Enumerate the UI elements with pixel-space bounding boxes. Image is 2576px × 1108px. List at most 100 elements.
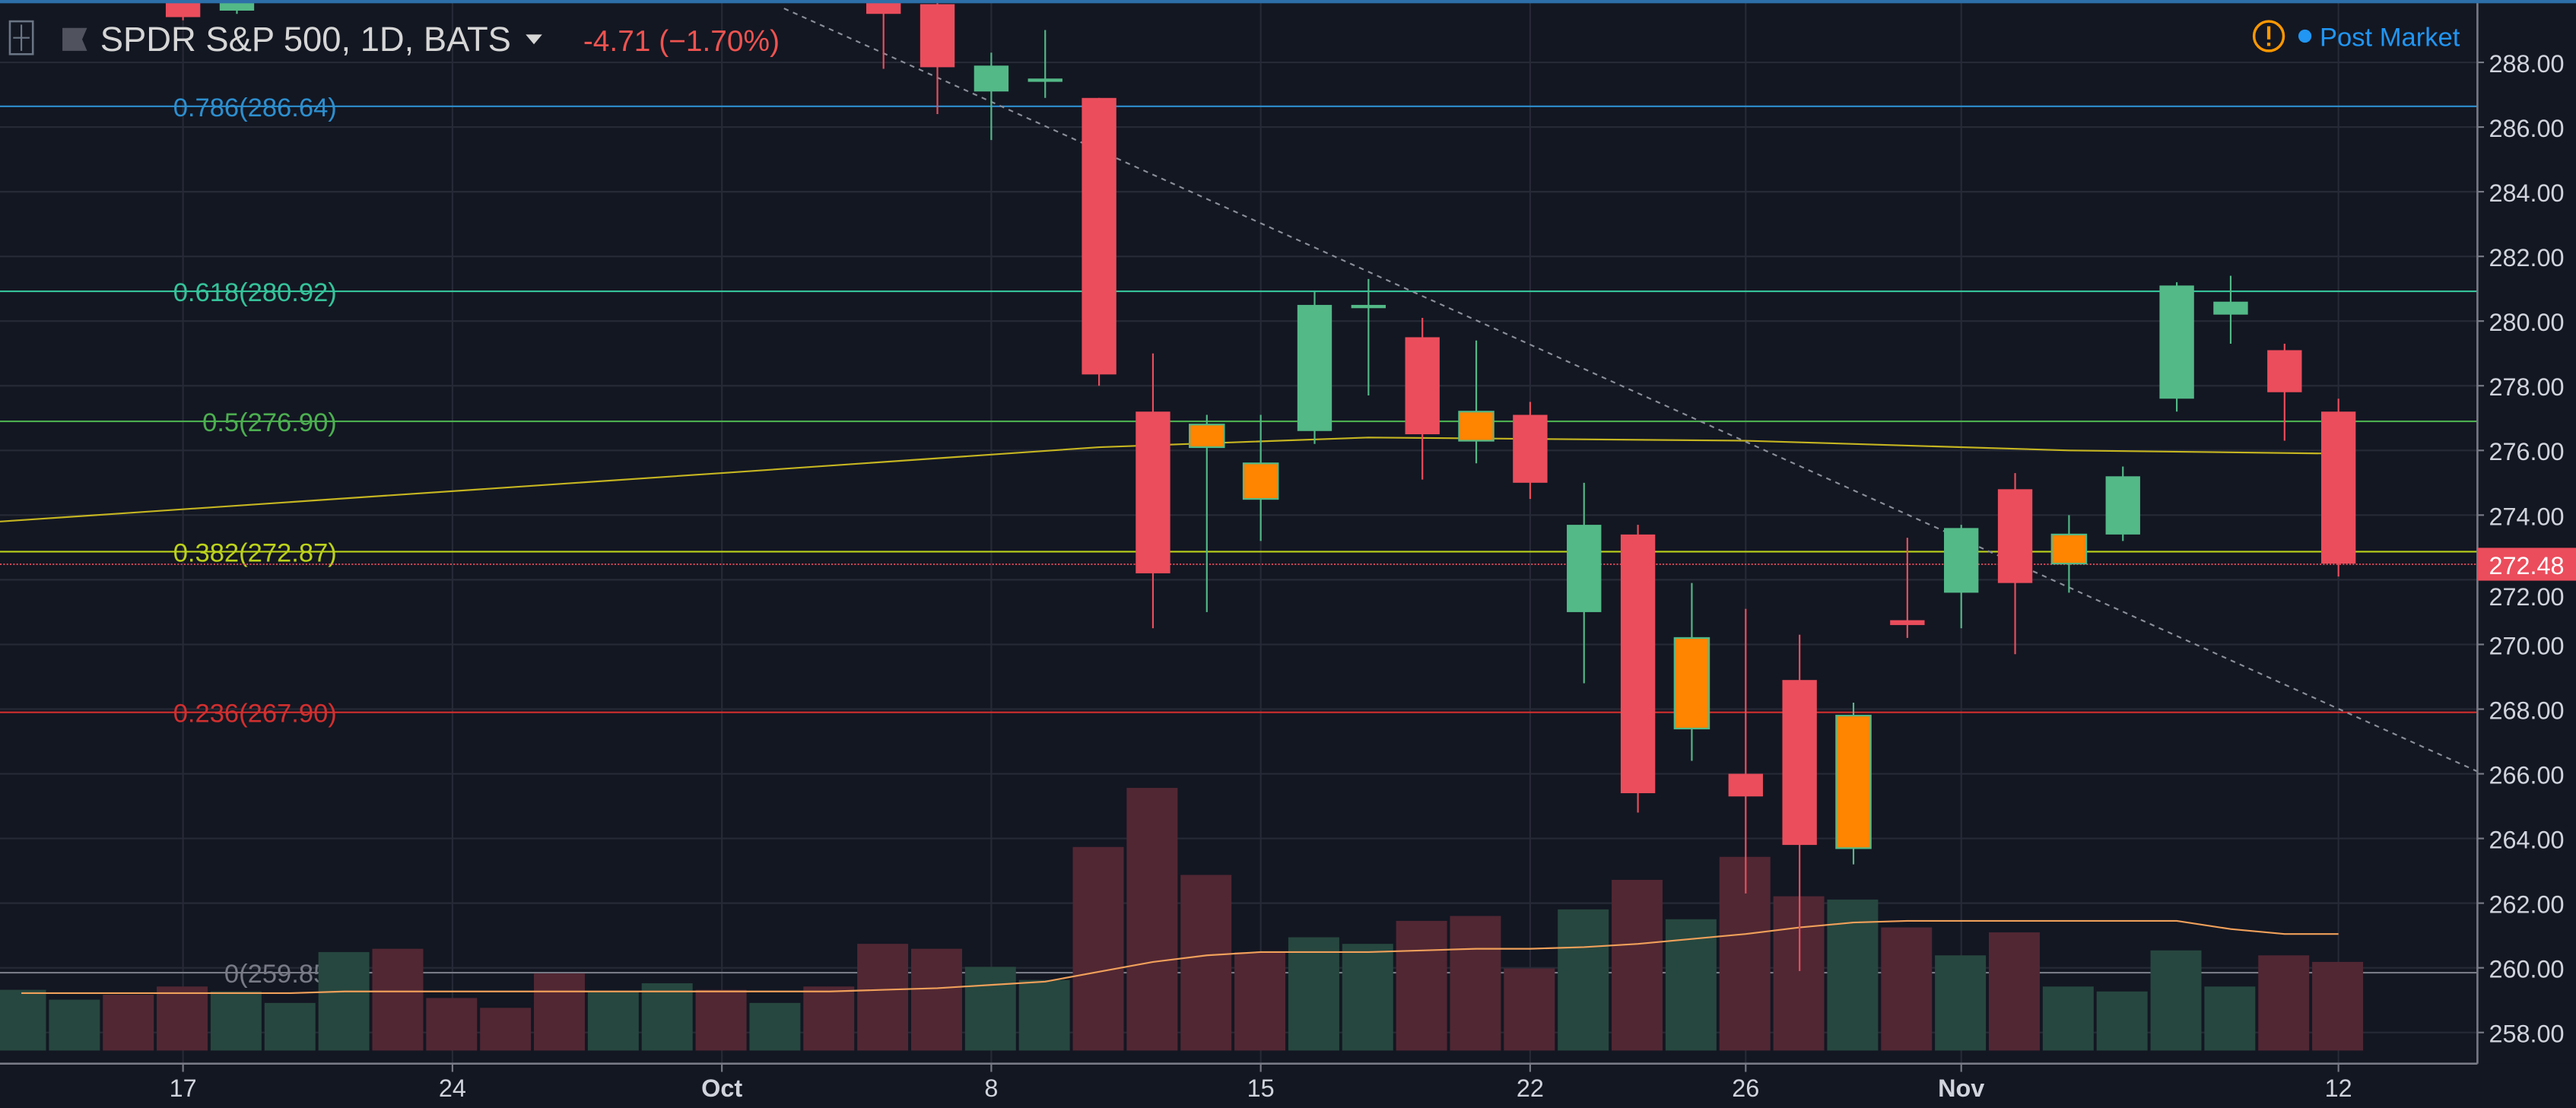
- volume-bar: [2258, 955, 2310, 1051]
- volume-bar: [857, 944, 909, 1051]
- volume-bar: [534, 973, 585, 1051]
- volume-bar: [587, 991, 639, 1051]
- symbol-title[interactable]: SPDR S&P 500, 1D, BATS: [100, 20, 511, 59]
- exclamation-circle-icon[interactable]: [2252, 20, 2285, 52]
- volume-bar: [1180, 875, 1232, 1051]
- volume-bar: [1504, 968, 1555, 1051]
- candle-body: [1620, 534, 1656, 794]
- indicator-lines: [0, 8, 2576, 994]
- volume-bar: [1450, 916, 1501, 1051]
- volume-ma-line: [21, 919, 2339, 994]
- volume-bar: [1988, 932, 2040, 1051]
- price-tick-label: 268.00: [2489, 697, 2565, 724]
- price-tick-label: 278.00: [2489, 373, 2565, 401]
- last-price-label: 272.48: [2489, 552, 2565, 579]
- volume-bar: [2204, 986, 2256, 1051]
- price-tick-label: 258.00: [2489, 1021, 2565, 1048]
- candle-body: [1673, 637, 1710, 730]
- price-tick-label: 288.00: [2489, 50, 2565, 78]
- volume-bar: [1126, 788, 1178, 1051]
- candle-body: [1567, 525, 1602, 612]
- volume-bar: [103, 995, 154, 1051]
- candle-body: [1513, 414, 1548, 483]
- time-tick-label: Oct: [701, 1075, 742, 1102]
- volume-bar: [318, 951, 370, 1051]
- volume-bar: [0, 989, 46, 1051]
- crosshair-icon[interactable]: [8, 20, 34, 56]
- volume-bar: [1935, 955, 1987, 1051]
- candle-body: [1890, 620, 1925, 625]
- volume-bar: [964, 967, 1016, 1051]
- fib-level-label: 0.382(272.87): [173, 538, 337, 567]
- price-tick-label: 266.00: [2489, 761, 2565, 789]
- exclamation-dot: [2266, 43, 2271, 46]
- volume-bar: [1612, 879, 1663, 1051]
- collapse-flag-icon[interactable]: [62, 27, 87, 51]
- volume-bar: [157, 986, 208, 1051]
- candle-body: [1728, 773, 1763, 797]
- time-tick-label: 26: [1732, 1075, 1759, 1102]
- candle-body: [2159, 285, 2194, 399]
- fib-level-label: 0.5(276.90): [202, 408, 337, 437]
- volume-bar: [803, 986, 855, 1051]
- candle-body: [1458, 411, 1494, 442]
- candle-body: [1242, 462, 1279, 500]
- volume-bar: [1234, 951, 1286, 1051]
- candle-body: [1835, 714, 1872, 849]
- candle-body: [920, 4, 955, 68]
- candle-body: [165, 0, 201, 17]
- candle-body: [1351, 304, 1386, 309]
- exclamation-stroke: [2266, 26, 2271, 40]
- candles: [165, 0, 2356, 971]
- price-tick-label: 272.00: [2489, 583, 2565, 611]
- time-tick-label: 8: [984, 1075, 998, 1102]
- candle-body: [2267, 350, 2302, 392]
- time-tick-label: 24: [439, 1075, 466, 1102]
- candle-body: [1405, 337, 1440, 435]
- price-tick-label: 284.00: [2489, 179, 2565, 207]
- time-tick-label: 12: [2325, 1075, 2352, 1102]
- candle-body: [974, 65, 1009, 92]
- volume-bar: [1288, 937, 1339, 1051]
- time-tick-label: 15: [1247, 1075, 1275, 1102]
- candle-body: [2105, 476, 2140, 535]
- candle-body: [1028, 78, 1062, 82]
- volume-bar: [1881, 927, 1933, 1051]
- volume-bars: [0, 788, 2364, 1051]
- post-market-status[interactable]: Post Market: [2320, 23, 2460, 52]
- fib-level-label: 0.618(280.92): [173, 278, 337, 307]
- fib-level-label: 0.786(286.64): [173, 94, 337, 122]
- candle-body: [1082, 97, 1116, 375]
- moving-average-line: [0, 437, 2339, 522]
- chevron-down-icon[interactable]: [526, 34, 542, 45]
- price-tick-label: 262.00: [2489, 891, 2565, 919]
- price-tick-label: 264.00: [2489, 827, 2565, 854]
- price-tick-label: 282.00: [2489, 244, 2565, 271]
- candle-body: [2213, 301, 2248, 315]
- volume-bar: [480, 1008, 532, 1051]
- volume-bar: [1072, 846, 1124, 1051]
- fibonacci-retracement[interactable]: 0.786(286.64) 0.618(280.92) 0.5(276.90) 0.3…: [0, 94, 2478, 989]
- volume-bar: [264, 1002, 316, 1051]
- volume-bar: [1396, 920, 1447, 1051]
- price-change: -4.71 (−1.70%): [583, 25, 780, 58]
- volume-bar: [2312, 961, 2364, 1051]
- volume-bar: [910, 948, 962, 1051]
- price-tick-label: 280.00: [2489, 309, 2565, 336]
- price-tick-label: 276.00: [2489, 438, 2565, 465]
- volume-bar: [2042, 986, 2094, 1051]
- candle-body: [1997, 489, 2033, 583]
- top-border: [0, 0, 2576, 4]
- candle-body: [2050, 533, 2088, 565]
- volume-bar: [49, 999, 100, 1051]
- volume-bar: [641, 983, 693, 1051]
- volume-bar: [426, 998, 478, 1051]
- candle-body: [2320, 411, 2356, 564]
- volume-bar: [1018, 979, 1070, 1051]
- volume-bar: [2150, 950, 2202, 1051]
- last-price-badge: [2477, 548, 2576, 581]
- candle-body: [1189, 424, 1225, 449]
- volume-bar: [695, 989, 747, 1051]
